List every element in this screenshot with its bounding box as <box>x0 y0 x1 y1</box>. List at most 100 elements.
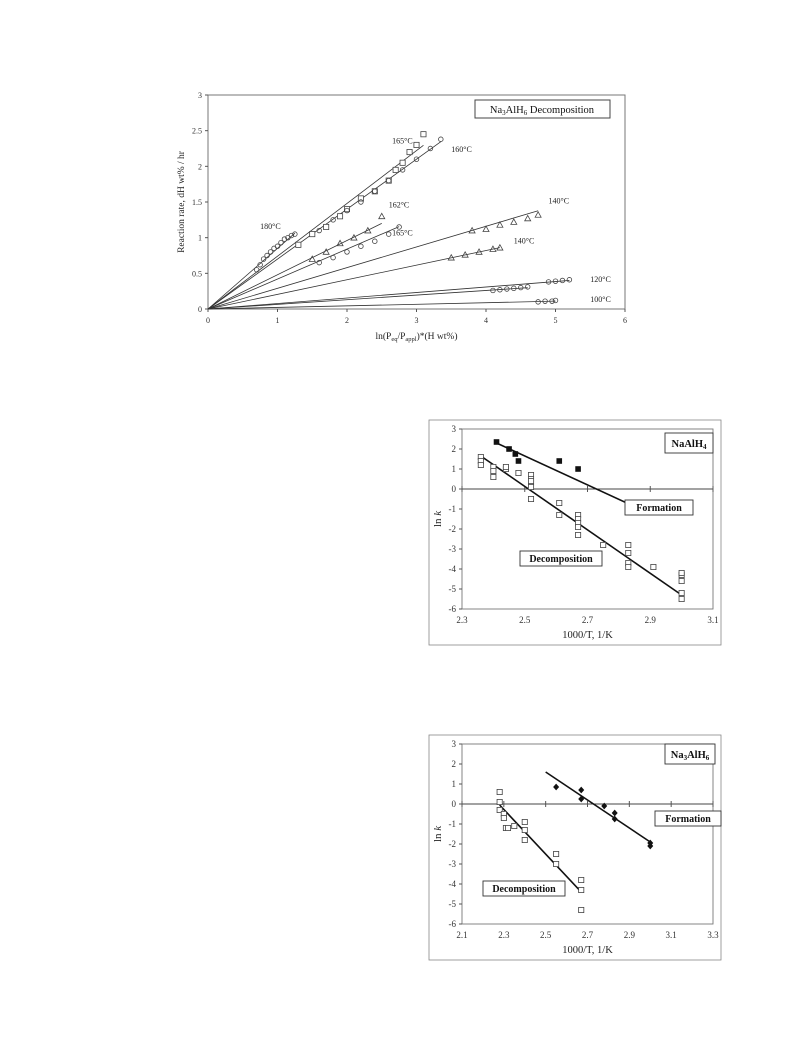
data-point <box>497 287 503 293</box>
x-tick-label: 2.7 <box>582 615 594 625</box>
y-tick-label: -4 <box>449 564 457 574</box>
data-point <box>385 231 392 237</box>
data-point <box>512 451 519 457</box>
fit-line <box>207 223 382 310</box>
chart-na3alh6-arrhenius: 2.1 2.3 2.5 2.7 2.9 3.1 3.3 -6 -5 -4 -3 -2 -1 0 1 2 3 For… <box>428 734 722 961</box>
series-markers <box>295 131 427 248</box>
data-point <box>575 524 582 531</box>
y-tick-label: 1.5 <box>192 198 202 207</box>
x-tick-label: 0 <box>206 316 210 325</box>
data-point <box>308 255 316 262</box>
data-point <box>553 860 560 867</box>
data-point <box>515 458 522 464</box>
plot-area <box>207 94 626 310</box>
data-point <box>372 188 378 194</box>
data-point <box>330 254 336 261</box>
series-label: 160°C <box>451 145 472 154</box>
data-point <box>678 577 685 584</box>
data-point <box>490 468 497 475</box>
x-tick-label: 2.3 <box>456 615 468 625</box>
fit-line <box>207 287 528 310</box>
y-tick-label: 0 <box>452 484 457 494</box>
data-point <box>477 462 484 469</box>
data-point <box>521 827 528 834</box>
y-tick-label: -1 <box>449 504 457 514</box>
formation-box <box>624 499 694 516</box>
data-point <box>322 248 330 255</box>
data-point <box>358 243 364 249</box>
x-tick-label: 2.9 <box>645 615 657 625</box>
series-label: 162°C <box>389 201 410 210</box>
x-tick-label: 3.1 <box>707 615 718 625</box>
data-point <box>281 236 288 242</box>
data-point <box>406 149 413 156</box>
series-markers <box>447 243 504 261</box>
formation-label: Formation <box>636 503 682 514</box>
data-point <box>343 206 350 213</box>
data-point <box>511 285 517 292</box>
data-point <box>504 286 510 292</box>
y-axis-label: Reaction rate, dH wt% / hr <box>177 150 187 253</box>
data-point <box>447 253 455 261</box>
data-point <box>274 243 281 249</box>
x-tick-label: 4 <box>484 316 488 325</box>
data-point <box>556 500 563 507</box>
y-tick-label: 1 <box>452 779 457 789</box>
x-tick-label: 2.7 <box>582 930 594 940</box>
data-point <box>511 823 518 830</box>
data-point <box>611 815 618 823</box>
y-tick-label: -1 <box>449 819 457 829</box>
data-point <box>625 542 632 549</box>
data-point <box>578 795 585 803</box>
y-tick-label: 0.5 <box>192 269 202 278</box>
data-point <box>468 226 476 234</box>
data-point <box>316 259 322 266</box>
y-tick-label: 2 <box>452 759 457 769</box>
data-point <box>330 217 336 223</box>
decomposition-box <box>519 550 603 567</box>
chart-na3alh6-decomposition-rate: 0 1 2 3 4 5 6 0 0.5 1 1.5 2 2.5 3 180°C 165°C 160°C 162°C… <box>177 91 627 343</box>
decomposition-box <box>482 880 566 897</box>
data-point <box>253 267 260 273</box>
series-markers <box>535 297 559 305</box>
data-point <box>578 886 585 893</box>
data-point <box>392 166 399 173</box>
series-markers <box>490 284 531 294</box>
y-tick-label: 3 <box>198 91 202 100</box>
data-point <box>257 262 263 268</box>
data-point <box>650 563 657 570</box>
data-point <box>542 298 548 304</box>
series-label: 100°C <box>590 295 611 304</box>
data-point <box>323 223 330 230</box>
data-point <box>496 807 503 814</box>
data-point <box>496 221 504 228</box>
data-point <box>482 225 490 232</box>
data-point <box>553 851 560 858</box>
fit-line <box>207 226 400 310</box>
data-point <box>399 167 406 173</box>
data-point <box>316 227 322 234</box>
data-point <box>461 250 469 258</box>
series-label: 165°C <box>392 229 413 238</box>
data-point <box>336 239 344 247</box>
title-box <box>474 99 611 119</box>
y-tick-label: 3 <box>452 424 457 434</box>
x-tick-label: 2.1 <box>456 930 467 940</box>
data-point <box>575 532 582 539</box>
data-point <box>489 245 497 252</box>
data-point <box>545 279 552 285</box>
plot-area <box>461 428 714 610</box>
data-point <box>337 213 344 220</box>
data-point <box>438 136 444 142</box>
series-label: 165°C <box>392 137 413 146</box>
series-markers <box>468 211 542 234</box>
y-axis-label: ln k <box>432 510 444 527</box>
data-point <box>385 177 392 184</box>
y-tick-label: 3 <box>452 739 457 749</box>
data-point <box>625 549 632 556</box>
data-point <box>490 287 496 294</box>
data-point <box>678 595 685 602</box>
data-point <box>625 563 632 570</box>
series-label: 140°C <box>549 196 570 205</box>
data-point <box>364 226 372 234</box>
